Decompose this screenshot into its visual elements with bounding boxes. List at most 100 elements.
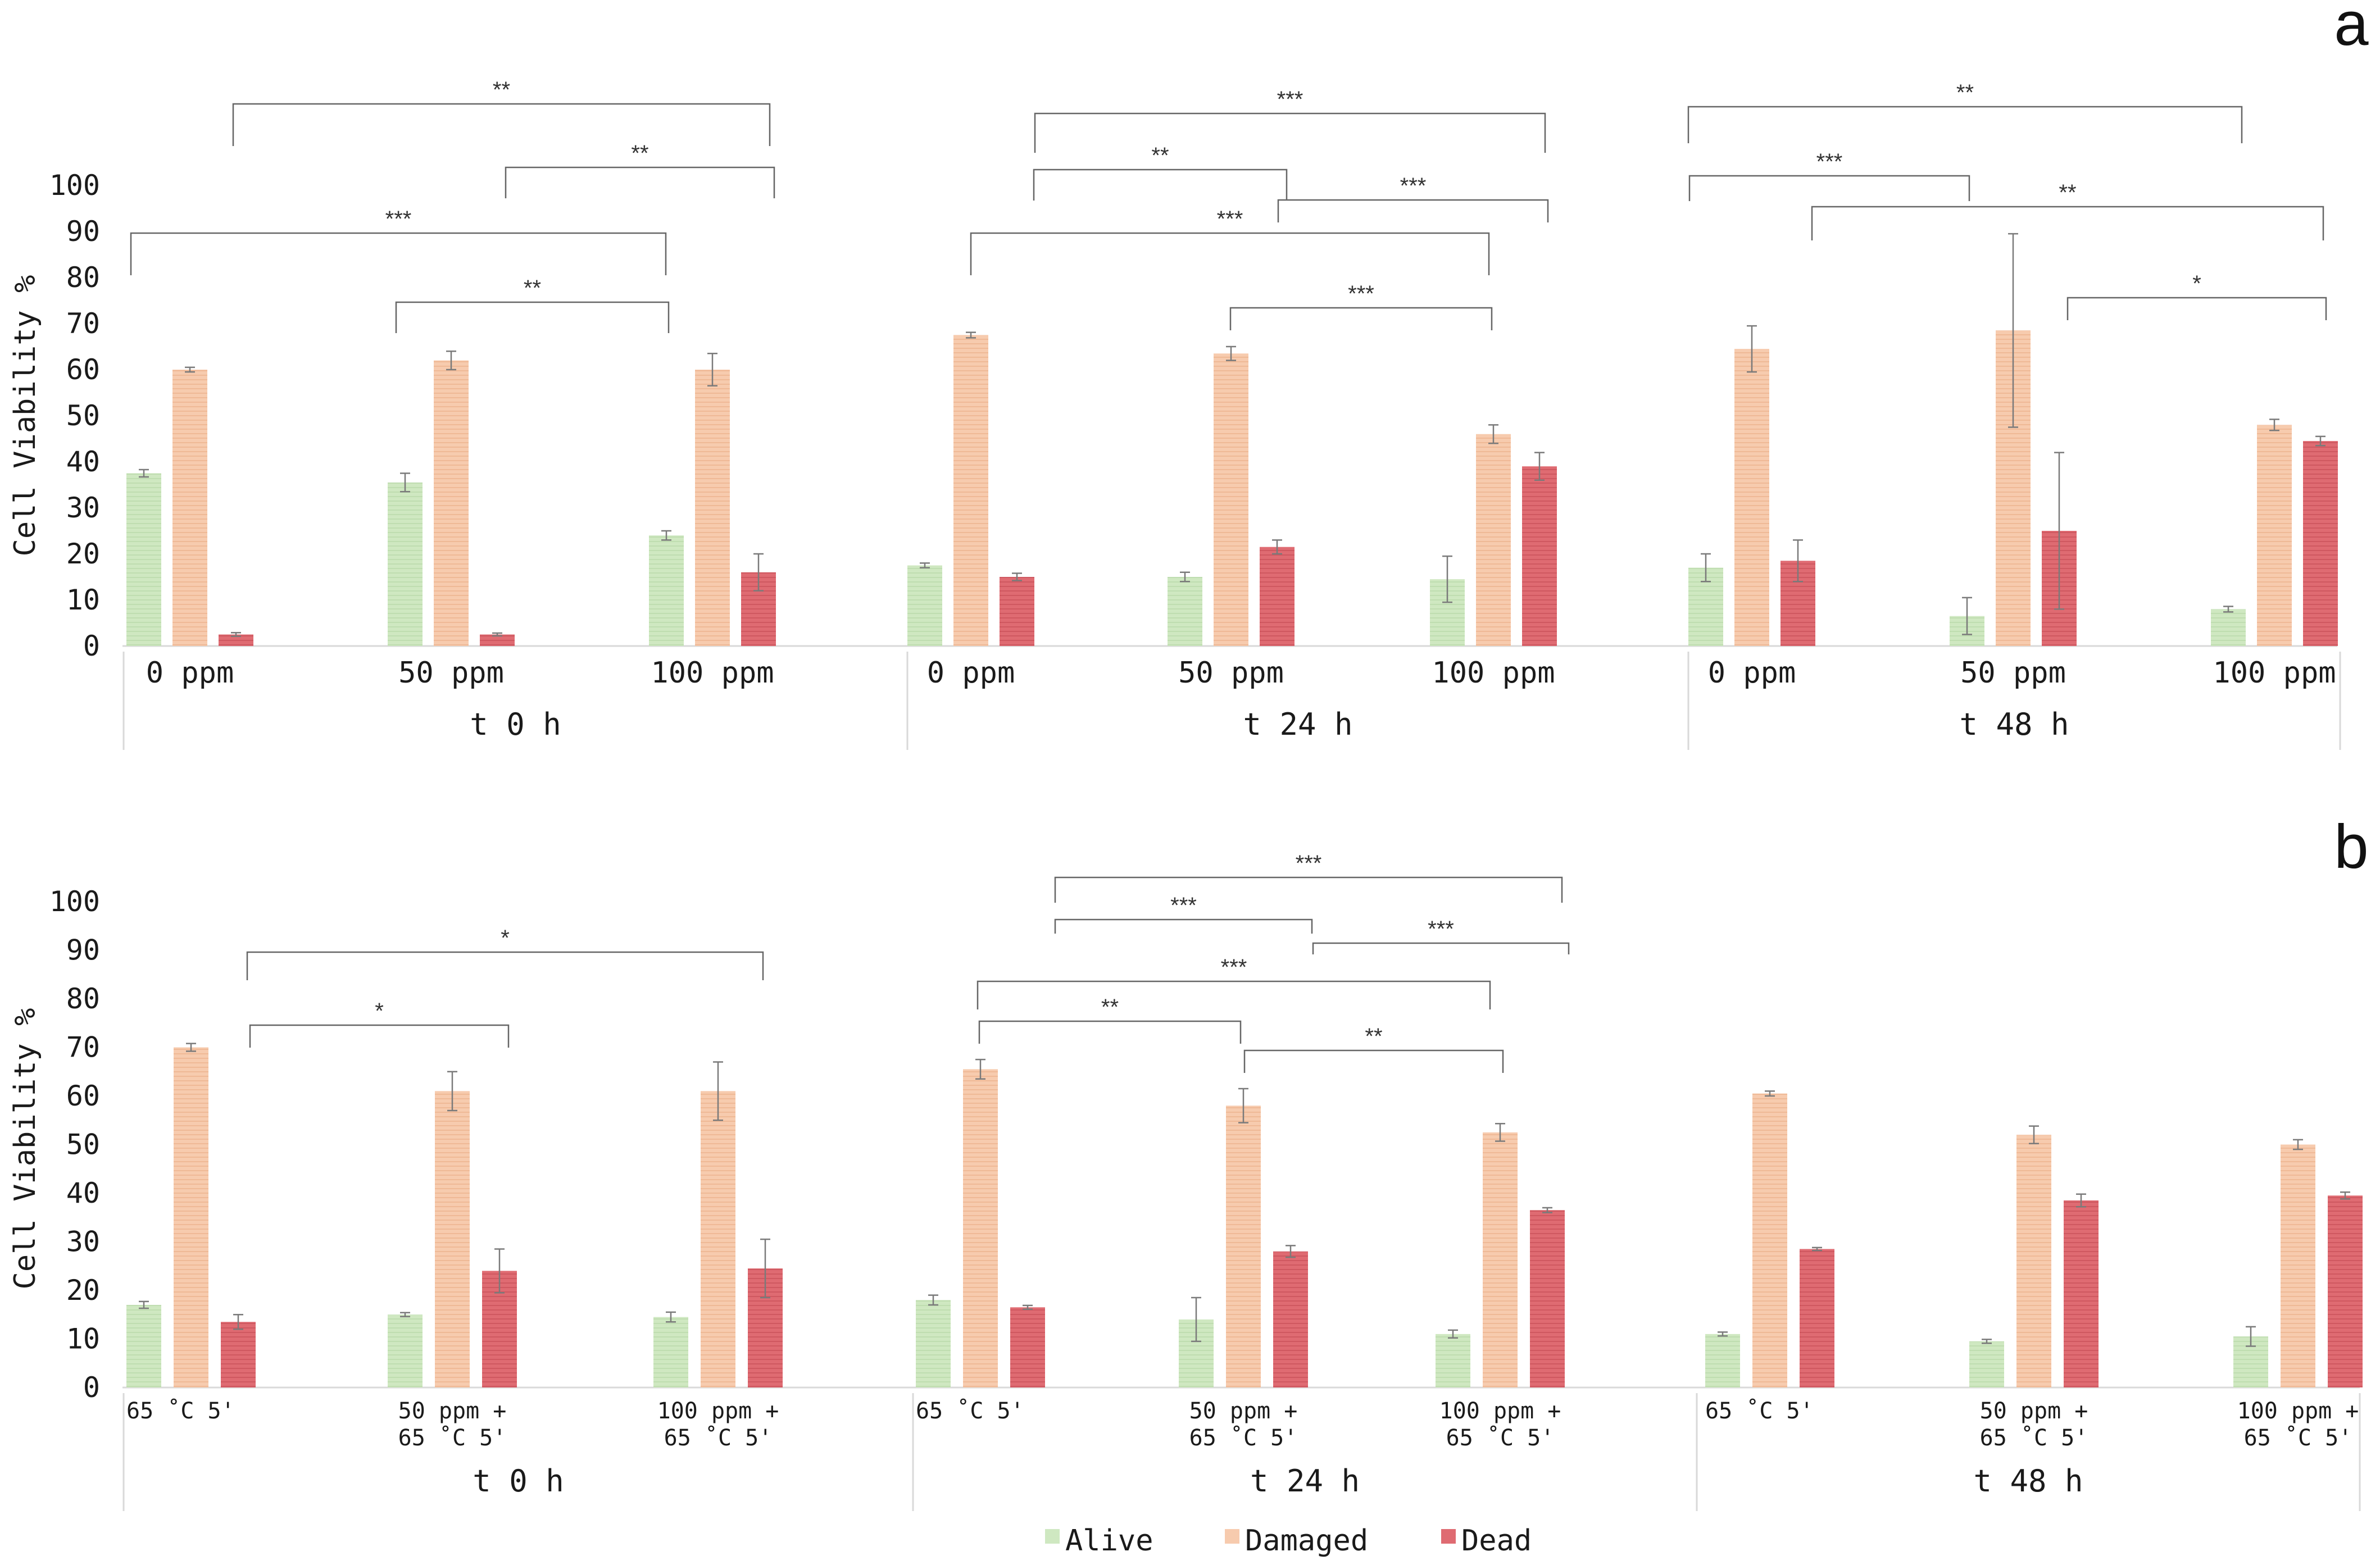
y-axis-title: Cell Viability % (8, 275, 42, 557)
significance-bracket (1811, 206, 2324, 240)
category-label: 100 ppm (2213, 656, 2336, 690)
category-label: 0 ppm (927, 656, 1015, 690)
bar-alive (649, 535, 684, 646)
y-tick-label: 30 (66, 1226, 100, 1258)
significance-label: ** (524, 276, 541, 301)
y-tick-label: 0 (83, 630, 100, 662)
category-label: 100 ppm (651, 656, 774, 690)
significance-bracket (2066, 297, 2327, 320)
legend-swatch-dead (1441, 1529, 1456, 1544)
bar-alive (388, 1314, 423, 1387)
significance-bracket (1688, 175, 1970, 201)
bar-alive (126, 473, 161, 646)
bar-alive (388, 482, 423, 646)
significance-label: ** (1956, 80, 1974, 105)
category-label: 65 ˚C 5' (1705, 1398, 1814, 1424)
y-tick-label: 100 (49, 169, 100, 202)
significance-bracket (1034, 112, 1546, 153)
significance-bracket (505, 166, 775, 198)
bar-dead (2303, 441, 2338, 646)
significance-bracket (1312, 942, 1570, 954)
panel-a-chart: 0 10 20 30 40 50 60 70 80 90 100 Cell Viability % 0 … (8, 0, 2369, 750)
bar-damaged (1214, 353, 1248, 646)
category-label: 50 ppm + (1189, 1398, 1298, 1424)
bar-damaged (963, 1069, 998, 1387)
bar-alive (1969, 1341, 2004, 1387)
group-label: t 24 h (1250, 1463, 1360, 1499)
category-label: 65 ˚C 5' (1446, 1425, 1555, 1451)
bar-damaged (174, 1047, 208, 1387)
bar-alive (2211, 609, 2246, 646)
significance-label: * (501, 926, 510, 950)
significance-label: *** (1348, 281, 1374, 306)
y-tick-label: 100 (49, 885, 100, 918)
y-tick-label: 10 (66, 1323, 100, 1355)
bar-alive (653, 1317, 688, 1387)
y-tick-label: 80 (66, 261, 100, 294)
significance-bracket (1033, 169, 1288, 201)
bar-dead (221, 1322, 256, 1387)
significance-bracket (1054, 918, 1313, 934)
bar-damaged (2281, 1144, 2315, 1387)
significance-bracket (246, 951, 764, 980)
y-tick-label: 60 (66, 1080, 100, 1112)
y-tick-label: 20 (66, 1274, 100, 1307)
category-label: 100 ppm (1432, 656, 1555, 690)
significance-bracket (1687, 106, 2243, 143)
y-tick-label: 20 (66, 538, 100, 570)
category-label: 100 ppm + (2237, 1398, 2359, 1424)
category-label: 50 ppm (1960, 656, 2066, 690)
panel-b-chart: 0 10 20 30 40 50 60 70 80 90 100 Cell Viability % 65… (8, 812, 2369, 1511)
significance-bracket (1277, 199, 1549, 222)
legend-label-dead: Dead (1461, 1524, 1532, 1558)
category-label: 100 ppm + (657, 1398, 779, 1424)
bar-dead (1522, 466, 1557, 646)
category-label: 65 ˚C 5' (916, 1398, 1024, 1424)
y-tick-label: 30 (66, 492, 100, 524)
bar-damaged (435, 1091, 470, 1387)
y-axis-title: Cell Viability % (8, 1008, 42, 1290)
y-tick-label: 40 (66, 445, 100, 478)
bar-damaged (701, 1091, 735, 1387)
category-label: 65 ˚C 5' (1189, 1425, 1298, 1451)
group-label: t 48 h (1973, 1463, 2083, 1499)
bar-alive (126, 1304, 161, 1387)
bar-alive (1705, 1334, 1740, 1387)
y-tick-label: 50 (66, 1129, 100, 1161)
significance-label: * (375, 999, 384, 1023)
significance-bracket (130, 232, 667, 275)
y-tick-label: 70 (66, 1031, 100, 1064)
bar-damaged (1483, 1132, 1518, 1387)
y-tick-label: 80 (66, 982, 100, 1015)
significance-label: *** (1816, 149, 1843, 174)
significance-bracket (1229, 307, 1493, 330)
group-label: t 48 h (1959, 707, 2069, 742)
bar-dead (1800, 1249, 1834, 1387)
bar-dead (480, 634, 515, 646)
significance-bracket (978, 1020, 1242, 1044)
bar-damaged (2016, 1135, 2051, 1387)
significance-label: ** (1151, 143, 1169, 168)
category-label: 65 ˚C 5' (664, 1425, 773, 1451)
significance-label: * (2192, 271, 2201, 296)
category-label: 0 ppm (146, 656, 234, 690)
group-label: t 0 h (470, 707, 561, 742)
category-label: 50 ppm + (1980, 1398, 2088, 1424)
bar-dead (1273, 1251, 1308, 1387)
y-tick-label: 50 (66, 399, 100, 432)
significance-label: ** (493, 78, 510, 102)
significance-bracket (249, 1024, 510, 1048)
bar-dead (1000, 577, 1034, 646)
bar-alive (907, 565, 942, 646)
legend-label-damaged: Damaged (1245, 1524, 1368, 1558)
bar-dead (1010, 1307, 1045, 1387)
y-tick-label: 90 (66, 215, 100, 248)
significance-label: *** (1277, 87, 1303, 112)
category-label: 65 ˚C 5' (1980, 1425, 2088, 1451)
significance-label: *** (1400, 174, 1427, 198)
bar-alive (1436, 1334, 1470, 1387)
significance-bracket (976, 980, 1491, 1009)
bar-dead (2328, 1195, 2363, 1387)
significance-bracket (232, 103, 771, 146)
